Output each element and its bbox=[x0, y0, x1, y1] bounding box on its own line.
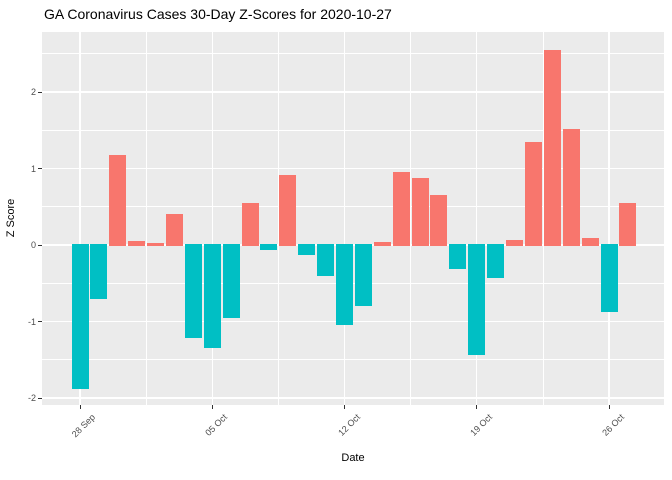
bar bbox=[449, 244, 467, 270]
bar bbox=[392, 171, 410, 246]
bar bbox=[71, 244, 89, 389]
y-tick bbox=[38, 244, 42, 246]
bar bbox=[90, 244, 108, 299]
bar bbox=[562, 128, 580, 246]
gridline-major-horizontal bbox=[42, 91, 664, 93]
gridline-minor-horizontal bbox=[42, 129, 664, 131]
bar bbox=[373, 241, 391, 246]
bar bbox=[241, 202, 259, 246]
gridline-major-horizontal bbox=[42, 244, 664, 246]
bar bbox=[165, 213, 183, 246]
chart-title: GA Coronavirus Cases 30-Day Z-Scores for… bbox=[44, 6, 392, 22]
bar bbox=[317, 244, 335, 276]
x-tick bbox=[211, 405, 213, 409]
x-tick bbox=[344, 405, 345, 409]
gridline-major-vertical bbox=[608, 32, 610, 405]
bar bbox=[109, 155, 127, 246]
bar bbox=[203, 244, 221, 348]
gridline-minor-horizontal bbox=[42, 282, 664, 284]
gridline-minor-vertical bbox=[278, 32, 279, 405]
bar bbox=[581, 238, 599, 246]
y-tick bbox=[38, 397, 42, 399]
gridline-major-vertical bbox=[476, 32, 478, 405]
y-tick bbox=[38, 168, 42, 169]
y-tick-label: 0 bbox=[30, 240, 36, 250]
gridline-minor-vertical bbox=[410, 32, 411, 405]
bar bbox=[411, 178, 429, 246]
gridline-major-vertical bbox=[79, 32, 81, 405]
gridline-minor-vertical bbox=[542, 32, 544, 405]
plot-panel bbox=[42, 32, 664, 405]
y-axis-title: Z Score bbox=[5, 198, 17, 238]
x-tick bbox=[79, 405, 81, 409]
y-tick-label: 1 bbox=[30, 163, 36, 174]
gridline-major-horizontal bbox=[42, 167, 664, 170]
bar bbox=[128, 241, 146, 246]
bar bbox=[336, 244, 353, 326]
bar bbox=[298, 244, 316, 255]
x-tick bbox=[608, 405, 610, 409]
bar bbox=[222, 244, 240, 318]
gridline-minor-horizontal bbox=[42, 53, 664, 55]
y-tick bbox=[38, 321, 42, 322]
bar bbox=[619, 202, 637, 246]
bar bbox=[524, 141, 542, 246]
bar bbox=[487, 244, 505, 278]
x-tick bbox=[476, 405, 478, 409]
bar bbox=[506, 239, 524, 246]
bar bbox=[184, 244, 202, 338]
y-tick-label: -2 bbox=[27, 393, 36, 403]
x-axis-title: Date bbox=[341, 452, 365, 464]
gridline-major-horizontal bbox=[42, 320, 664, 323]
bar bbox=[260, 244, 278, 250]
gridline-minor-vertical bbox=[145, 32, 147, 405]
bar bbox=[430, 194, 448, 246]
gridline-minor-horizontal bbox=[42, 206, 664, 208]
y-tick-label: -1 bbox=[27, 316, 36, 327]
bar bbox=[468, 244, 486, 356]
gridline-minor-horizontal bbox=[42, 359, 664, 361]
y-tick-label: 2 bbox=[30, 87, 36, 97]
bar bbox=[147, 242, 165, 246]
y-tick bbox=[38, 91, 42, 93]
gridline-major-vertical bbox=[211, 32, 213, 405]
bar bbox=[279, 175, 297, 246]
gridline-major-horizontal bbox=[42, 397, 664, 399]
gridline-major-vertical bbox=[343, 32, 346, 405]
bar bbox=[354, 244, 372, 307]
bar bbox=[543, 49, 561, 246]
bar bbox=[600, 244, 618, 313]
